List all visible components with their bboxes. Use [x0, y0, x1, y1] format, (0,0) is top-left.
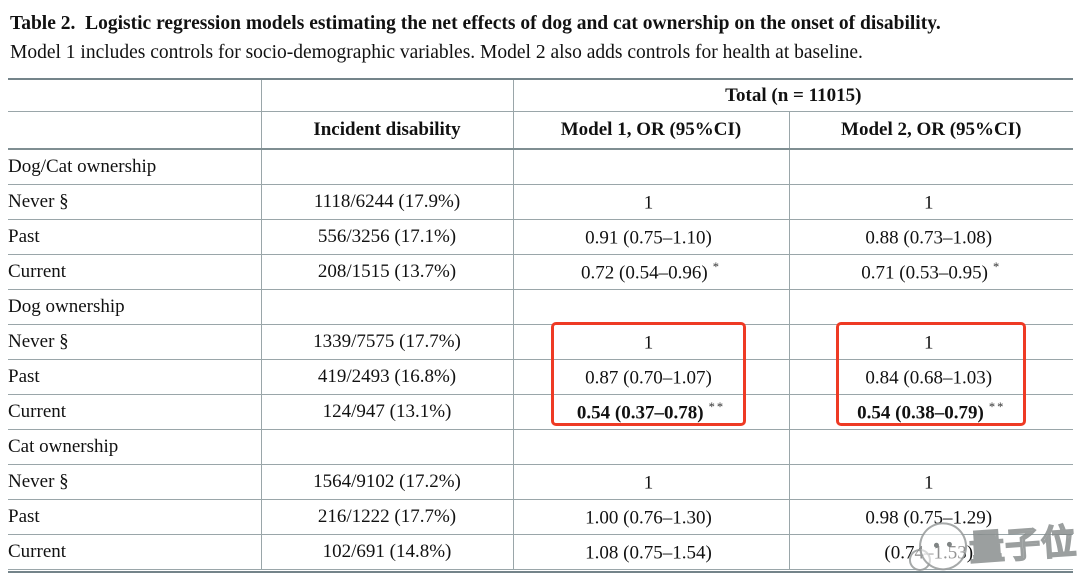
- row-label: Never §: [8, 324, 262, 360]
- or-value: 1: [924, 472, 934, 494]
- section-label: Dog ownership: [8, 289, 262, 325]
- incident-cell: 124/947 (13.1%): [261, 394, 514, 430]
- or-value: 1: [643, 192, 654, 214]
- empty-cell: [513, 289, 790, 325]
- eye-dot-icon: [933, 542, 940, 548]
- row-label: Current: [8, 254, 262, 290]
- highlight-box-model2: [836, 322, 1026, 426]
- incident-cell: 1564/9102 (17.2%): [261, 464, 514, 500]
- table-row: Current 102/691 (14.8%) 1.08 (0.75–1.54)…: [8, 534, 1074, 570]
- row-label: Past: [8, 359, 262, 395]
- incident-cell: 556/3256 (17.1%): [261, 219, 514, 255]
- or-value: 1: [643, 472, 654, 494]
- empty-cell: [513, 149, 790, 185]
- empty-cell: [261, 149, 514, 185]
- model1-cell: 0.91 (0.75–1.10): [513, 219, 790, 255]
- or-value: 0.54 (0.38–0.79): [857, 402, 984, 424]
- incident-cell: 1118/6244 (17.9%): [261, 184, 514, 220]
- qbitai-logo-icon: [902, 518, 969, 578]
- section-row: Dog ownership: [8, 289, 1074, 325]
- table-row: Never § 1564/9102 (17.2%) 1 1: [8, 464, 1074, 500]
- significance-stars: *: [712, 259, 721, 274]
- watermark-text: 量子位: [967, 521, 1079, 570]
- row-label: Current: [8, 534, 262, 570]
- model1-cell: 1: [513, 464, 790, 500]
- table-row: Current 208/1515 (13.7%) 0.72 (0.54–0.96…: [8, 254, 1074, 290]
- empty-cell: [261, 289, 514, 325]
- or-value: 0.88 (0.73–1.08): [865, 227, 993, 249]
- or-value: 1.08 (0.75–1.54): [585, 542, 712, 564]
- incident-cell: 216/1222 (17.7%): [261, 499, 514, 535]
- empty-cell: [8, 79, 262, 112]
- row-label: Past: [8, 219, 262, 255]
- or-value: 0.87 (0.70–1.07): [585, 367, 712, 389]
- total-header: Total (n = 11015): [513, 79, 1074, 112]
- empty-cell: [513, 429, 790, 465]
- or-value: 1.00 (0.76–1.30): [585, 507, 712, 529]
- or-value: 0.84 (0.68–1.03): [865, 367, 993, 389]
- section-label: Cat ownership: [8, 429, 262, 465]
- column-header-incident: Incident disability: [261, 111, 514, 150]
- row-label: Never §: [8, 464, 262, 500]
- model2-cell: 0.71 (0.53–0.95) *: [789, 254, 1074, 290]
- empty-cell: [789, 289, 1074, 325]
- table-caption-subtitle: Model 1 includes controls for socio-demo…: [10, 42, 863, 63]
- or-value: 0.72 (0.54–0.96): [581, 262, 708, 284]
- model1-cell: 1.00 (0.76–1.30): [513, 499, 790, 535]
- model1-cell: 0.72 (0.54–0.96) *: [513, 254, 790, 290]
- section-row: Cat ownership: [8, 429, 1074, 465]
- empty-cell: [789, 429, 1074, 465]
- or-value: 1: [643, 332, 654, 354]
- model2-cell: 0.98 (0.75–1.29): [789, 499, 1074, 535]
- table-row: Never § 1118/6244 (17.9%) 1 1: [8, 184, 1074, 220]
- empty-cell: [8, 111, 262, 150]
- incident-cell: 419/2493 (16.8%): [261, 359, 514, 395]
- row-label: Never §: [8, 184, 262, 220]
- row-label: Past: [8, 499, 262, 535]
- table-bottom-rule: [8, 571, 1073, 573]
- eye-dot-icon: [946, 541, 953, 548]
- table-row: Past 556/3256 (17.1%) 0.91 (0.75–1.10) 0…: [8, 219, 1074, 255]
- spanner-header-row: Total (n = 11015): [8, 79, 1074, 112]
- or-value: 1: [924, 332, 934, 354]
- or-value: 0.98 (0.75–1.29): [865, 507, 993, 529]
- or-value: 1: [924, 192, 934, 214]
- model2-cell: 1: [789, 464, 1074, 500]
- incident-cell: 102/691 (14.8%): [261, 534, 514, 570]
- table-caption-title: Table 2. Logistic regression models esti…: [10, 13, 941, 34]
- model1-cell: 1.08 (0.75–1.54): [513, 534, 790, 570]
- model1-cell: 1: [513, 184, 790, 220]
- empty-cell: [261, 79, 514, 112]
- section-row: Dog/Cat ownership: [8, 149, 1074, 185]
- model2-cell: 1: [789, 184, 1074, 220]
- row-label: Current: [8, 394, 262, 430]
- column-header-row: Incident disability Model 1, OR (95%CI) …: [8, 111, 1074, 150]
- or-value: 0.71 (0.53–0.95): [861, 262, 988, 284]
- significance-stars: **: [988, 399, 1006, 414]
- empty-cell: [261, 429, 514, 465]
- column-header-model1: Model 1, OR (95%CI): [513, 111, 790, 150]
- incident-cell: 208/1515 (13.7%): [261, 254, 514, 290]
- significance-stars: **: [708, 399, 726, 414]
- model2-cell: 0.88 (0.73–1.08): [789, 219, 1074, 255]
- or-value: 0.91 (0.75–1.10): [585, 227, 712, 249]
- significance-stars: *: [992, 259, 1002, 274]
- empty-cell: [789, 149, 1074, 185]
- section-label: Dog/Cat ownership: [8, 149, 262, 185]
- highlight-box-model1: [551, 322, 746, 426]
- table-row: Past 216/1222 (17.7%) 1.00 (0.76–1.30) 0…: [8, 499, 1074, 535]
- incident-cell: 1339/7575 (17.7%): [261, 324, 514, 360]
- or-value: 0.54 (0.37–0.78): [576, 402, 704, 424]
- column-header-model2: Model 2, OR (95%CI): [789, 111, 1074, 150]
